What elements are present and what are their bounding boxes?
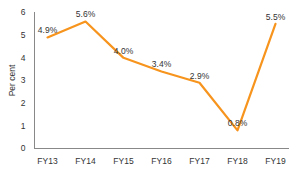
svg-text:0.8%: 0.8%	[228, 118, 248, 128]
svg-text:4: 4	[21, 53, 26, 63]
svg-text:FY15: FY15	[113, 156, 134, 166]
svg-text:FY17: FY17	[189, 156, 210, 166]
svg-text:2: 2	[21, 98, 26, 108]
svg-text:2.9%: 2.9%	[190, 70, 210, 80]
svg-text:6: 6	[21, 7, 26, 17]
svg-text:FY14: FY14	[75, 156, 96, 166]
svg-text:4.9%: 4.9%	[38, 25, 58, 35]
svg-text:4.0%: 4.0%	[114, 46, 134, 56]
svg-text:5: 5	[21, 30, 26, 40]
svg-text:FY16: FY16	[151, 156, 172, 166]
svg-text:Per cent: Per cent	[7, 64, 17, 96]
svg-text:1: 1	[21, 121, 26, 131]
svg-text:FY13: FY13	[37, 156, 58, 166]
svg-text:FY19: FY19	[265, 156, 286, 166]
svg-text:3: 3	[21, 75, 26, 85]
svg-text:3.4%: 3.4%	[152, 59, 172, 69]
svg-text:0: 0	[21, 143, 26, 153]
svg-text:5.6%: 5.6%	[76, 9, 96, 19]
svg-text:FY18: FY18	[227, 156, 248, 166]
svg-text:5.5%: 5.5%	[266, 12, 286, 22]
